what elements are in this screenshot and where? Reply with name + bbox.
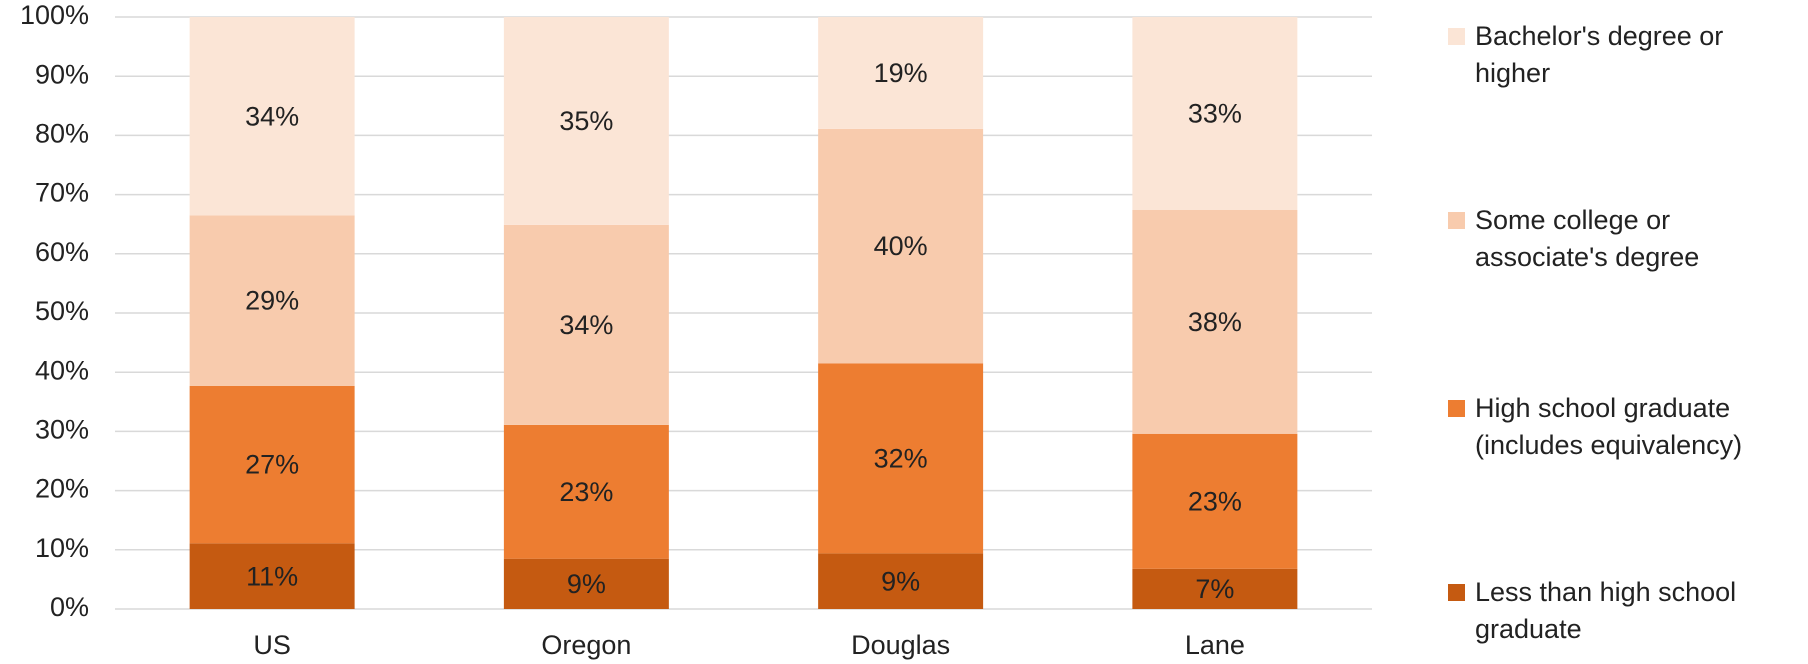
x-tick-label: Douglas	[851, 630, 950, 660]
bar-segment	[1132, 17, 1298, 210]
data-label: 9%	[567, 569, 606, 599]
bar-segment	[189, 543, 355, 609]
legend-swatch	[1448, 212, 1465, 229]
data-label: 29%	[245, 286, 299, 316]
data-label: 19%	[874, 58, 928, 88]
data-label: 33%	[1188, 99, 1242, 129]
data-label: 38%	[1188, 307, 1242, 337]
data-label: 34%	[245, 101, 299, 131]
y-tick-label: 90%	[35, 59, 89, 89]
data-label: 23%	[1188, 486, 1242, 516]
bar-segment	[189, 17, 355, 216]
legend-swatch	[1448, 584, 1465, 601]
bar-segment	[503, 224, 669, 425]
y-tick-label: 70%	[35, 178, 89, 208]
data-label: 27%	[245, 450, 299, 480]
bar-segment	[189, 215, 355, 386]
y-tick-label: 0%	[50, 592, 89, 622]
y-tick-label: 50%	[35, 296, 89, 326]
bar-segment	[503, 424, 669, 559]
legend-swatch	[1448, 400, 1465, 417]
bar-segment	[1132, 209, 1298, 434]
bar-segment	[818, 128, 984, 364]
legend-label: Some college or associate's degree	[1475, 205, 1700, 272]
y-tick-label: 60%	[35, 237, 89, 267]
bar-segment	[1132, 568, 1298, 609]
bar-segment	[818, 553, 984, 609]
data-label: 9%	[881, 566, 920, 596]
legend-label: Bachelor's degree or higher	[1475, 21, 1724, 88]
legend-label: High school graduate (includes equivalen…	[1475, 393, 1743, 460]
y-tick-label: 80%	[35, 119, 89, 149]
bar-segment	[818, 363, 984, 554]
bar-segment	[503, 558, 669, 609]
bar-segment	[818, 17, 984, 129]
y-tick-label: 40%	[35, 355, 89, 385]
legend-swatch	[1448, 28, 1465, 45]
data-label: 35%	[559, 106, 613, 136]
bar-segment	[189, 385, 355, 544]
bar-segment	[1132, 433, 1298, 569]
data-label: 11%	[246, 561, 298, 591]
x-tick-label: US	[253, 630, 291, 660]
x-tick-label: Lane	[1185, 630, 1245, 660]
data-label: 32%	[874, 443, 928, 473]
data-label: 23%	[559, 477, 613, 507]
data-label: 7%	[1195, 574, 1234, 604]
y-tick-label: 10%	[35, 533, 89, 563]
legend-label: Less than high school graduate	[1475, 577, 1737, 644]
data-label: 40%	[874, 231, 928, 261]
data-label: 34%	[559, 310, 613, 340]
y-tick-label: 20%	[35, 474, 89, 504]
y-tick-label: 100%	[20, 0, 89, 30]
y-tick-label: 30%	[35, 415, 89, 445]
x-tick-label: Oregon	[541, 630, 631, 660]
bar-segment	[503, 17, 669, 225]
